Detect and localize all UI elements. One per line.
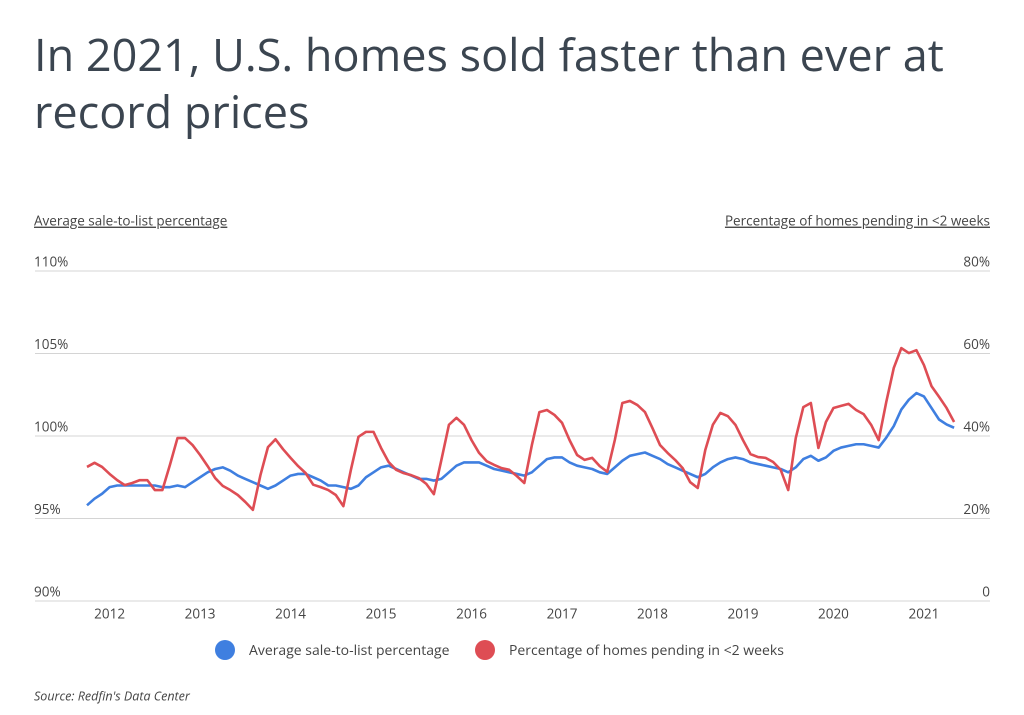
x-tick-label: 2013 [185,605,216,623]
x-tick-label: 2019 [728,605,759,623]
legend-label: Average sale-to-list percentage [249,641,450,660]
x-tick-label: 2012 [94,605,125,623]
x-tick-label: 2017 [547,605,578,623]
x-tick-label: 2015 [366,605,397,623]
y-axis-label: Average sale-to-list percentage [34,212,227,230]
legend-marker [215,640,235,660]
y-tick-label: 95% [34,500,61,518]
series-line [86,391,955,507]
x-tick-label: 2018 [637,605,668,623]
y2-tick-label: 40% [963,418,990,436]
y-tick-label: 105% [34,335,68,353]
series-line [86,346,956,512]
y2-tick-label: 80% [963,253,990,271]
y2-tick-label: 20% [963,500,990,518]
y-tick-label: 110% [34,253,68,271]
legend-label: Percentage of homes pending in <2 weeks [509,641,784,660]
source-note: Source: Redfin's Data Center [34,687,191,704]
legend-marker [475,640,495,660]
y-tick-label: 90% [34,583,61,601]
y-tick-label: 100% [34,418,68,436]
x-tick-label: 2021 [908,605,939,623]
y2-tick-label: 0 [982,583,990,601]
y2-tick-label: 60% [963,335,990,353]
x-tick-label: 2014 [275,605,306,623]
chart-title: In 2021, U.S. homes sold faster than eve… [34,24,944,142]
x-tick-label: 2016 [456,605,487,623]
y2-axis-label: Percentage of homes pending in <2 weeks [725,212,990,230]
x-tick-label: 2020 [818,605,849,623]
